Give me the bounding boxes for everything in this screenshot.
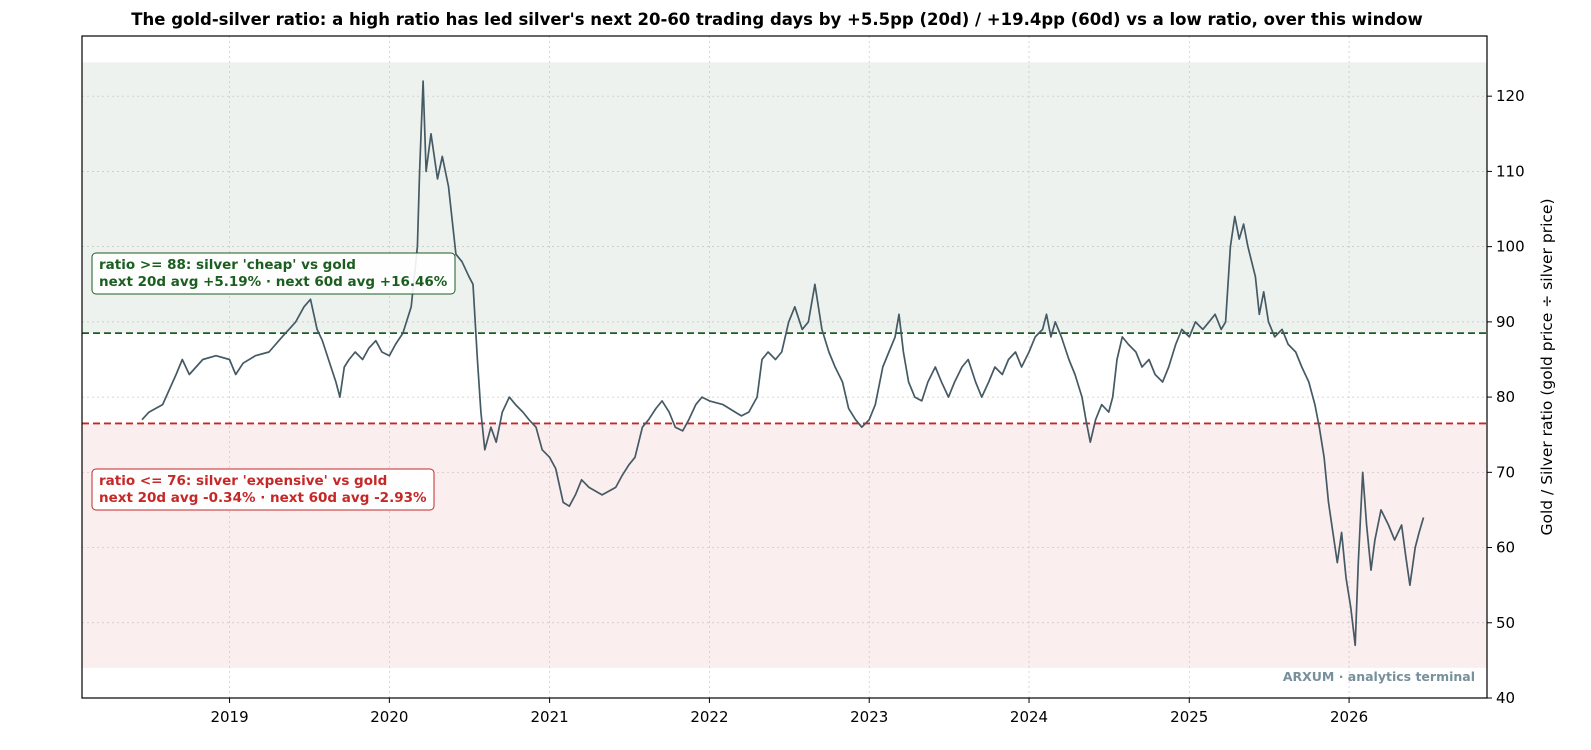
high-ratio-annotation-line-1: ratio >= 88: silver 'cheap' vs gold [99,257,356,273]
high-ratio-annotation-line-2: next 20d avg +5.19% · next 60d avg +16.4… [99,274,448,290]
y-tick-label: 80 [1496,388,1515,406]
x-tick-label: 2019 [210,708,248,726]
x-tick-label: 2021 [531,708,569,726]
y-tick-label: 110 [1496,162,1525,180]
x-tick-label: 2022 [690,708,728,726]
x-tick-label: 2026 [1330,708,1368,726]
x-tick-label: 2025 [1170,708,1208,726]
x-tick-label: 2023 [850,708,888,726]
y-tick-label: 60 [1496,539,1515,557]
y-tick-label: 90 [1496,313,1515,331]
x-tick-label: 2020 [370,708,408,726]
plot-frame [81,35,1488,699]
high-ratio-annotation-box [91,252,456,295]
low-ratio-annotation: ratio <= 76: silver 'expensive' vs goldn… [91,468,435,511]
y-tick-label: 40 [1496,689,1515,707]
chart-title: The gold-silver ratio: a high ratio has … [131,10,1422,29]
y-tick-label: 70 [1496,463,1515,481]
low-ratio-annotation-box [91,468,435,511]
low-ratio-annotation-line-2: next 20d avg -0.34% · next 60d avg -2.93… [99,490,427,506]
watermark: ARXUM · analytics terminal [1283,669,1475,684]
low-ratio-zone [82,423,1487,668]
low-ratio-annotation-line-1: ratio <= 76: silver 'expensive' vs gold [99,473,387,489]
y-tick-label: 100 [1496,238,1525,256]
ratio-series-line [141,80,1425,647]
y-tick-label: 50 [1496,614,1515,632]
y-tick-label: 120 [1496,87,1525,105]
high-ratio-annotation: ratio >= 88: silver 'cheap' vs goldnext … [91,252,456,295]
y-axis-label: Gold / Silver ratio (gold price ÷ silver… [1538,198,1556,535]
x-tick-label: 2024 [1010,708,1048,726]
